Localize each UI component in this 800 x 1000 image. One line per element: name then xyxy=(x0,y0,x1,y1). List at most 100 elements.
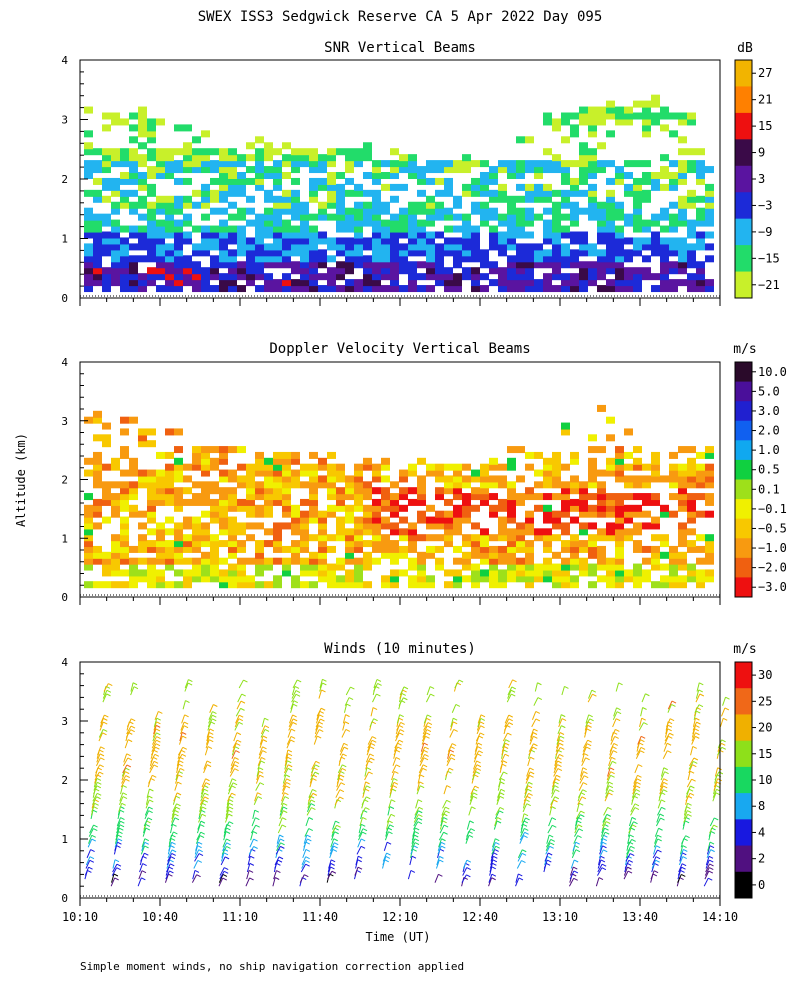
doppler-cell xyxy=(318,534,327,542)
wind-barb-flag xyxy=(418,806,424,810)
panel-doppler-colorbar: 10.05.03.02.01.00.50.1−0.1−0.5−1.0−2.0−3… xyxy=(734,361,787,598)
doppler-cell xyxy=(588,540,597,548)
snr-cell xyxy=(408,225,417,233)
wind-barb-flag xyxy=(238,721,244,725)
wind-barb-flag xyxy=(419,774,425,778)
doppler-cell xyxy=(444,475,453,483)
wind-barb-flag xyxy=(238,714,244,718)
wind-barb-flag xyxy=(240,707,245,711)
snr-cell xyxy=(183,267,192,275)
snr-cell xyxy=(345,213,354,221)
wind-barb-flag xyxy=(281,824,287,828)
wind-barb-flag xyxy=(522,849,527,853)
doppler-cell xyxy=(381,551,390,559)
snr-cell xyxy=(336,183,345,191)
doppler-cell xyxy=(336,498,345,506)
doppler-cell xyxy=(129,469,138,477)
doppler-cell xyxy=(678,493,687,501)
wind-barb-flag xyxy=(452,717,458,721)
wind-barb-flag xyxy=(637,774,642,778)
doppler-cell xyxy=(426,551,435,559)
wind-barb xyxy=(472,764,478,774)
snr-cell xyxy=(354,237,363,245)
wind-barb xyxy=(551,789,556,798)
wind-barb-flag xyxy=(634,803,640,807)
wind-barb xyxy=(84,867,90,876)
wind-barb-flag xyxy=(304,874,309,878)
wind-barb-flag xyxy=(547,855,552,859)
doppler-cell xyxy=(165,428,174,436)
snr-cell xyxy=(336,273,345,281)
snr-cell xyxy=(363,279,372,287)
wind-barb-flag xyxy=(530,756,535,760)
wind-barb-flag xyxy=(575,841,580,845)
wind-barb-flag xyxy=(315,764,320,768)
doppler-cell xyxy=(336,528,345,536)
snr-cell xyxy=(498,249,507,257)
doppler-cell xyxy=(309,498,318,506)
doppler-cell xyxy=(606,528,615,536)
wind-barb xyxy=(552,775,557,784)
doppler-cell xyxy=(255,457,264,465)
wind-barb-flag xyxy=(306,834,311,838)
snr-cell xyxy=(390,231,399,239)
wind-barb xyxy=(612,718,617,728)
y-tick-label: 1 xyxy=(61,233,68,246)
wind-barb xyxy=(234,718,240,728)
wind-barb-flag xyxy=(197,859,203,863)
doppler-cell xyxy=(552,575,561,583)
wind-barb-flag xyxy=(591,689,597,693)
doppler-cell xyxy=(561,575,570,583)
doppler-cell xyxy=(174,475,183,483)
doppler-cell xyxy=(417,510,426,518)
wind-barb xyxy=(662,750,668,759)
doppler-cell xyxy=(444,498,453,506)
snr-cell xyxy=(282,249,291,257)
snr-cell xyxy=(327,177,336,185)
wind-barb-flag xyxy=(178,771,183,774)
doppler-cell xyxy=(624,428,633,436)
snr-cell xyxy=(147,255,156,263)
wind-barb xyxy=(630,803,636,813)
snr-cell xyxy=(633,225,642,233)
doppler-cell xyxy=(255,481,264,489)
wind-barb xyxy=(115,828,120,837)
doppler-cell xyxy=(372,534,381,542)
doppler-cell xyxy=(705,481,714,489)
doppler-cell xyxy=(237,504,246,512)
doppler-cell xyxy=(309,581,318,589)
wind-barb xyxy=(358,824,362,834)
doppler-cell xyxy=(120,481,129,489)
wind-barb xyxy=(143,817,149,827)
doppler-cell xyxy=(597,534,606,542)
wind-barb-flag xyxy=(180,749,186,753)
snr-cell xyxy=(426,243,435,251)
snr-cell xyxy=(354,148,363,156)
snr-cell xyxy=(318,166,327,174)
snr-cell xyxy=(615,177,624,185)
wind-barb xyxy=(666,718,671,728)
doppler-cell xyxy=(525,493,534,501)
wind-barb-flag xyxy=(290,739,295,743)
doppler-cell xyxy=(183,557,192,565)
wind-barb-flag xyxy=(122,784,127,788)
colorbar-swatch xyxy=(735,518,752,539)
doppler-cell xyxy=(264,475,273,483)
colorbar-label: −15 xyxy=(758,251,780,265)
wind-barb-flag xyxy=(96,778,102,781)
colorbar-label: −2.0 xyxy=(758,561,787,575)
doppler-cell xyxy=(246,493,255,501)
wind-barb-flag xyxy=(418,814,423,817)
snr-cell xyxy=(489,213,498,221)
snr-cell xyxy=(399,166,408,174)
wind-barb-flag xyxy=(586,728,591,732)
snr-cell xyxy=(210,261,219,269)
snr-cell xyxy=(480,285,489,293)
wind-barb-flag xyxy=(287,764,293,768)
wind-barb xyxy=(99,721,104,731)
wind-barb-flag xyxy=(527,788,532,792)
wind-barb xyxy=(103,683,109,692)
wind-barb-flag xyxy=(605,821,611,824)
snr-cell xyxy=(147,148,156,156)
wind-barb-flag xyxy=(234,760,240,764)
